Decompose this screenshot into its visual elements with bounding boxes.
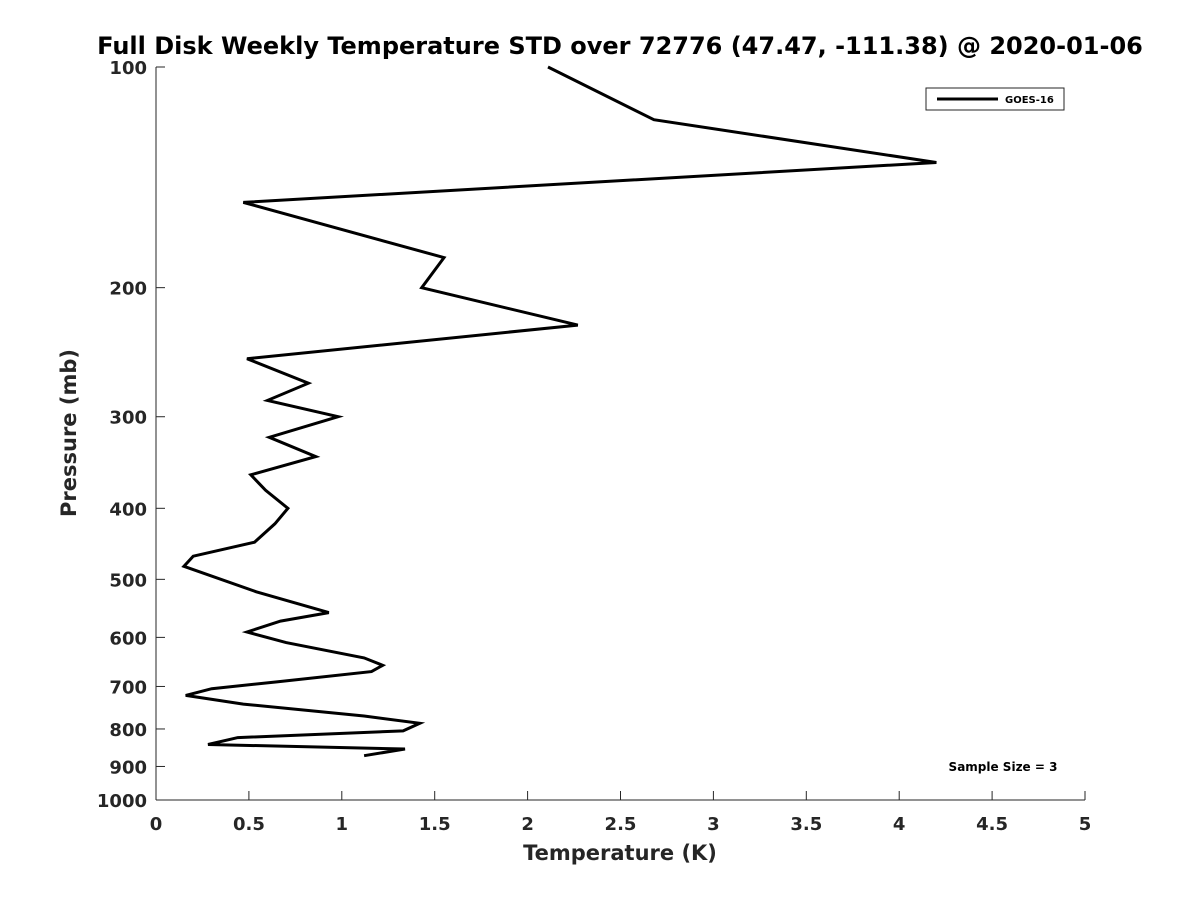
y-tick-label: 1000 bbox=[97, 791, 147, 812]
x-tick-label: 0 bbox=[150, 814, 163, 835]
y-tick-label: 900 bbox=[109, 757, 147, 778]
x-tick-label: 1 bbox=[336, 814, 349, 835]
x-tick-label: 1.5 bbox=[419, 814, 451, 835]
x-tick-label: 3.5 bbox=[790, 814, 822, 835]
x-tick-label: 0.5 bbox=[233, 814, 265, 835]
y-tick-label: 600 bbox=[109, 628, 147, 649]
y-tick-label: 300 bbox=[109, 408, 147, 429]
y-tick-label: 400 bbox=[109, 499, 147, 520]
series-line-goes-16 bbox=[181, 65, 937, 758]
y-tick-label: 100 bbox=[109, 58, 147, 79]
x-tick-label: 3 bbox=[707, 814, 720, 835]
x-tick-label: 5 bbox=[1079, 814, 1092, 835]
x-tick-label: 2 bbox=[521, 814, 534, 835]
y-axis-label: Pressure (mb) bbox=[57, 349, 81, 517]
y-tick-label: 700 bbox=[109, 677, 147, 698]
legend-label-goes-16: GOES-16 bbox=[1005, 95, 1054, 106]
chart-title: Full Disk Weekly Temperature STD over 72… bbox=[97, 32, 1143, 60]
x-tick-label: 4 bbox=[893, 814, 906, 835]
y-tick-label: 500 bbox=[109, 570, 147, 591]
x-axis-label: Temperature (K) bbox=[523, 841, 717, 865]
sample-size-annotation: Sample Size = 3 bbox=[949, 760, 1058, 774]
series-layer bbox=[181, 65, 937, 758]
plot-area bbox=[156, 67, 1085, 800]
x-axis-ticks: 0 0.5 1 1.5 2 2.5 3 3.5 4 4.5 5 bbox=[150, 791, 1092, 835]
x-tick-label: 2.5 bbox=[605, 814, 637, 835]
legend: GOES-16 bbox=[925, 87, 1065, 111]
x-tick-label: 4.5 bbox=[976, 814, 1008, 835]
y-axis-ticks: 100 200 300 400 500 600 700 800 900 1000 bbox=[97, 58, 165, 812]
y-tick-label: 200 bbox=[109, 279, 147, 300]
y-tick-label: 800 bbox=[109, 720, 147, 741]
